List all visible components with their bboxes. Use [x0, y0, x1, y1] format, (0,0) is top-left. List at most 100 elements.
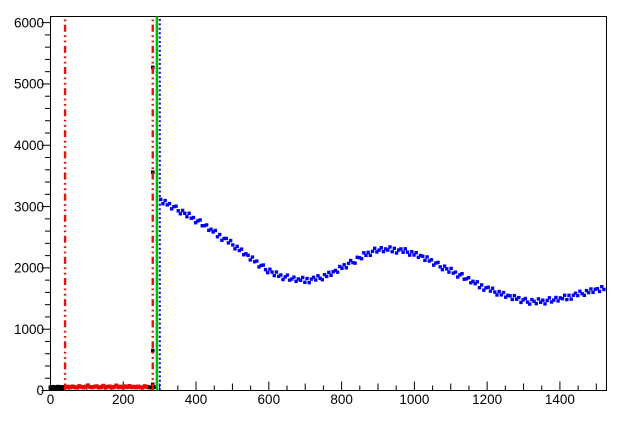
vertical-marker-lines — [63, 16, 161, 391]
data-point-marker — [242, 253, 246, 257]
data-point-marker — [375, 250, 379, 254]
data-point-marker — [591, 290, 595, 295]
data-point-marker — [379, 246, 383, 250]
data-point-marker — [589, 287, 593, 291]
data-point-marker — [593, 287, 597, 291]
data-point-marker — [193, 221, 198, 225]
data-point-marker — [388, 245, 392, 249]
data-point-marker — [318, 276, 322, 280]
data-point-marker — [172, 204, 176, 209]
data-point-marker — [508, 294, 512, 298]
data-point-marker — [81, 385, 86, 390]
data-point-marker — [399, 247, 403, 251]
data-point-marker — [134, 385, 139, 390]
y-tick-label: 1000 — [14, 322, 44, 337]
data-point-marker — [578, 289, 582, 293]
data-point-marker — [283, 275, 287, 279]
data-point-marker — [163, 198, 167, 203]
data-point-marker — [567, 293, 571, 298]
plot-frame — [50, 16, 607, 391]
data-point-marker — [447, 270, 451, 274]
data-point-marker — [246, 253, 250, 257]
x-tick-label: 800 — [330, 392, 353, 407]
data-point-marker — [597, 289, 602, 294]
data-point-marker — [556, 299, 560, 303]
data-point-marker — [303, 280, 307, 285]
data-point-marker — [233, 247, 237, 251]
data-point-marker — [418, 253, 423, 258]
data-point-marker — [222, 236, 226, 241]
data-point-marker — [228, 238, 233, 243]
data-point-marker — [370, 249, 375, 254]
data-point-marker — [101, 383, 106, 388]
data-point-marker — [342, 263, 346, 267]
data-point-marker — [204, 223, 209, 227]
data-point-marker — [554, 295, 558, 300]
data-point-marker — [174, 204, 178, 208]
data-point-marker — [431, 263, 436, 267]
data-point-marker — [335, 270, 340, 274]
y-tick-label: 2000 — [14, 261, 44, 276]
data-point-marker — [300, 275, 305, 280]
data-point-marker — [61, 385, 66, 391]
data-point-marker — [66, 384, 71, 389]
y-tick-label: 0 — [36, 383, 44, 398]
x-tick-label: 1200 — [472, 392, 502, 407]
data-point-marker — [534, 301, 538, 306]
data-point-marker — [362, 251, 366, 255]
data-point-marker — [346, 261, 351, 266]
data-point-marker — [142, 384, 147, 389]
data-point-marker — [517, 295, 521, 300]
x-tick-label: 1000 — [399, 392, 429, 407]
data-point-marker — [423, 258, 427, 263]
data-point-marker — [366, 250, 370, 255]
data-point-marker — [307, 280, 311, 285]
data-point-marker — [351, 260, 355, 265]
x-tick-label: 200 — [112, 392, 135, 407]
x-axis: 0 200 400 600 800 1000 1200 1400 — [47, 381, 597, 407]
data-point-marker — [477, 285, 482, 290]
data-point-marker — [488, 289, 493, 293]
data-point-marker — [266, 270, 270, 275]
data-point-marker — [528, 302, 532, 306]
data-point-marker — [109, 385, 114, 390]
data-point-marker — [560, 296, 565, 301]
data-point-marker — [252, 259, 257, 264]
data-point-marker — [464, 277, 469, 281]
data-point-marker — [425, 255, 429, 259]
data-point-marker — [268, 267, 272, 271]
data-point-marker — [72, 385, 77, 390]
data-point-marker — [270, 270, 274, 274]
data-point-marker — [427, 259, 431, 263]
data-point-marker — [602, 287, 606, 292]
data-point-marker — [79, 384, 84, 389]
data-point-marker — [473, 281, 477, 286]
data-point-marker — [506, 293, 510, 298]
data-point-marker — [403, 247, 407, 251]
data-point-marker — [458, 273, 462, 277]
data-point-marker — [218, 232, 222, 237]
data-point-marker — [176, 209, 180, 213]
data-point-marker — [449, 266, 453, 271]
data-point-marker — [244, 252, 248, 256]
data-point-marker — [159, 197, 163, 202]
data-point-marker — [545, 298, 549, 303]
data-point-marker — [538, 300, 543, 305]
data-point-marker — [152, 385, 157, 389]
data-point-marker — [77, 384, 82, 389]
data-point-marker — [357, 255, 362, 260]
data-point-marker — [368, 253, 373, 257]
data-point-marker — [547, 296, 552, 300]
data-point-marker — [290, 277, 294, 281]
y-tick-label: 4000 — [14, 138, 44, 153]
data-point-marker — [324, 274, 329, 279]
data-point-marker — [140, 385, 145, 390]
data-point-marker — [333, 268, 338, 273]
data-point-marker — [276, 274, 281, 279]
data-point-marker — [189, 216, 194, 220]
data-point-marker — [580, 291, 584, 296]
data-point-marker — [120, 385, 125, 390]
data-point-marker — [329, 273, 333, 277]
data-point-marker — [196, 219, 200, 223]
